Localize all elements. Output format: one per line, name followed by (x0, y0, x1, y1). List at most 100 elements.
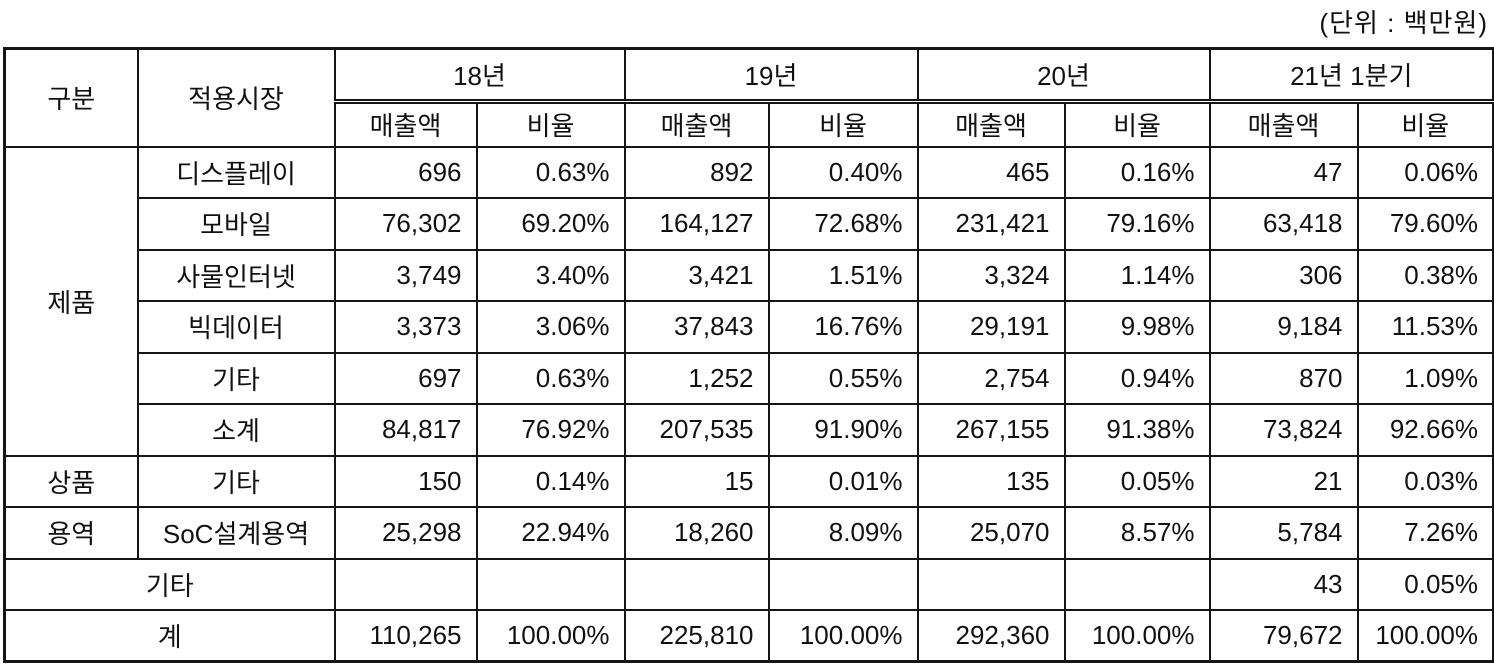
revenue-cell: 207,535 (623, 403, 770, 457)
revenue-cell (916, 557, 1066, 611)
revenue-cell: 2,754 (916, 351, 1066, 405)
ratio-cell: 0.63% (475, 145, 626, 199)
table-body: 제품 디스플레이 696 0.63% 892 0.40% 465 0.16% 47 0.06% 모바… (3, 145, 1494, 663)
revenue-cell (333, 557, 478, 611)
ratio-cell: 0.94% (1063, 351, 1211, 405)
header-row-years: 구분 적용시장 18년 19년 20년 21년 1분기 (3, 47, 1494, 148)
revenue-cell: 73,824 (1208, 403, 1359, 457)
revenue-cell: 697 (333, 351, 478, 405)
ratio-cell: 69.20% (475, 197, 626, 251)
revenue-cell: 1,252 (623, 351, 770, 405)
market-cell: 기타 (136, 351, 336, 405)
revenue-cell: 150 (333, 454, 478, 508)
category-cell: 기타 (3, 557, 336, 611)
category-cell: 상품 (3, 454, 139, 508)
table-row: 상품 기타 150 0.14% 15 0.01% 135 0.05% 21 0.03% (3, 454, 1494, 508)
ratio-cell: 7.26% (1356, 506, 1494, 560)
revenue-cell: 25,070 (916, 506, 1066, 560)
market-cell: 사물인터넷 (136, 248, 336, 302)
ratio-cell: 100.00% (475, 609, 626, 663)
revenue-cell: 225,810 (623, 609, 770, 663)
ratio-cell: 3.40% (475, 248, 626, 302)
revenue-cell: 79,672 (1208, 609, 1359, 663)
ratio-cell: 11.53% (1356, 300, 1494, 354)
revenue-cell: 306 (1208, 248, 1359, 302)
header-row-measures: 매출액 비율 매출액 비율 매출액 비율 매출액 비율 (5, 100, 1494, 148)
revenue-cell: 292,360 (916, 609, 1066, 663)
header-market: 적용시장 (136, 47, 336, 148)
revenue-cell: 18,260 (623, 506, 770, 560)
revenue-cell: 696 (333, 145, 478, 199)
revenue-cell: 3,749 (333, 248, 478, 302)
ratio-cell: 0.40% (767, 145, 919, 199)
revenue-cell: 3,373 (333, 300, 478, 354)
ratio-cell: 1.09% (1356, 351, 1494, 405)
revenue-cell: 43 (1208, 557, 1359, 611)
ratio-cell: 0.16% (1063, 145, 1211, 199)
revenue-cell: 465 (916, 145, 1066, 199)
revenue-cell: 29,191 (916, 300, 1066, 354)
table-row: 사물인터넷 3,749 3.40% 3,421 1.51% 3,324 1.14% 306 0.… (5, 248, 1494, 302)
revenue-cell: 870 (1208, 351, 1359, 405)
revenue-cell: 25,298 (333, 506, 478, 560)
revenue-cell: 15 (623, 454, 770, 508)
ratio-cell: 76.92% (475, 403, 626, 457)
category-cell: 제품 (3, 145, 139, 457)
ratio-cell: 100.00% (1356, 609, 1494, 663)
header-year-18: 18년 (333, 47, 626, 104)
ratio-cell: 0.03% (1356, 454, 1494, 508)
market-cell: 디스플레이 (136, 145, 336, 199)
table-row: 소계 84,817 76.92% 207,535 91.90% 267,155 91.38%… (5, 403, 1494, 457)
ratio-cell: 92.66% (1356, 403, 1494, 457)
ratio-cell: 0.63% (475, 351, 626, 405)
header-revenue: 매출액 (333, 100, 478, 148)
category-cell: 용역 (3, 506, 139, 560)
revenue-cell: 164,127 (623, 197, 770, 251)
ratio-cell (1063, 557, 1211, 611)
revenue-cell: 47 (1208, 145, 1359, 199)
ratio-cell: 72.68% (767, 197, 919, 251)
market-cell: 모바일 (136, 197, 336, 251)
header-year-20: 20년 (916, 47, 1211, 104)
header-ratio: 비율 (1356, 100, 1494, 148)
revenue-cell: 267,155 (916, 403, 1066, 457)
header-ratio: 비율 (767, 100, 919, 148)
header-ratio: 비율 (475, 100, 626, 148)
ratio-cell (767, 557, 919, 611)
ratio-cell: 8.09% (767, 506, 919, 560)
header-ratio: 비율 (1063, 100, 1211, 148)
table-row: 제품 디스플레이 696 0.63% 892 0.40% 465 0.16% 47 0.06% (3, 145, 1494, 457)
table-row: 모바일 76,302 69.20% 164,127 72.68% 231,421 79.16… (5, 197, 1494, 251)
ratio-cell: 91.38% (1063, 403, 1211, 457)
ratio-cell: 16.76% (767, 300, 919, 354)
header-gubun: 구분 (3, 47, 139, 148)
revenue-cell: 231,421 (916, 197, 1066, 251)
ratio-cell: 100.00% (1063, 609, 1211, 663)
table-row: 용역 SoC설계용역 25,298 22.94% 18,260 8.09% 25,070 8.… (3, 506, 1494, 560)
market-cell: SoC설계용역 (136, 506, 336, 560)
table-row: 빅데이터 3,373 3.06% 37,843 16.76% 29,191 9.98% 9,1… (5, 300, 1494, 354)
revenue-cell: 9,184 (1208, 300, 1359, 354)
revenue-cell: 3,324 (916, 248, 1066, 302)
revenue-cell: 37,843 (623, 300, 770, 354)
ratio-cell: 8.57% (1063, 506, 1211, 560)
ratio-cell: 79.60% (1356, 197, 1494, 251)
revenue-cell: 892 (623, 145, 770, 199)
ratio-cell: 1.14% (1063, 248, 1211, 302)
header-revenue: 매출액 (1208, 100, 1359, 148)
table-row: 기타 697 0.63% 1,252 0.55% 2,754 0.94% 870 1.09% (5, 351, 1494, 405)
revenue-cell: 3,421 (623, 248, 770, 302)
market-cell: 기타 (136, 454, 336, 508)
ratio-cell: 0.38% (1356, 248, 1494, 302)
ratio-cell: 91.90% (767, 403, 919, 457)
unit-label: (단위 : 백만원) (1319, 8, 1488, 38)
ratio-cell: 0.05% (1063, 454, 1211, 508)
revenue-cell (623, 557, 770, 611)
ratio-cell: 0.14% (475, 454, 626, 508)
ratio-cell: 9.98% (1063, 300, 1211, 354)
revenue-cell: 135 (916, 454, 1066, 508)
revenue-cell: 110,265 (333, 609, 478, 663)
ratio-cell: 0.06% (1356, 145, 1494, 199)
ratio-cell (475, 557, 626, 611)
